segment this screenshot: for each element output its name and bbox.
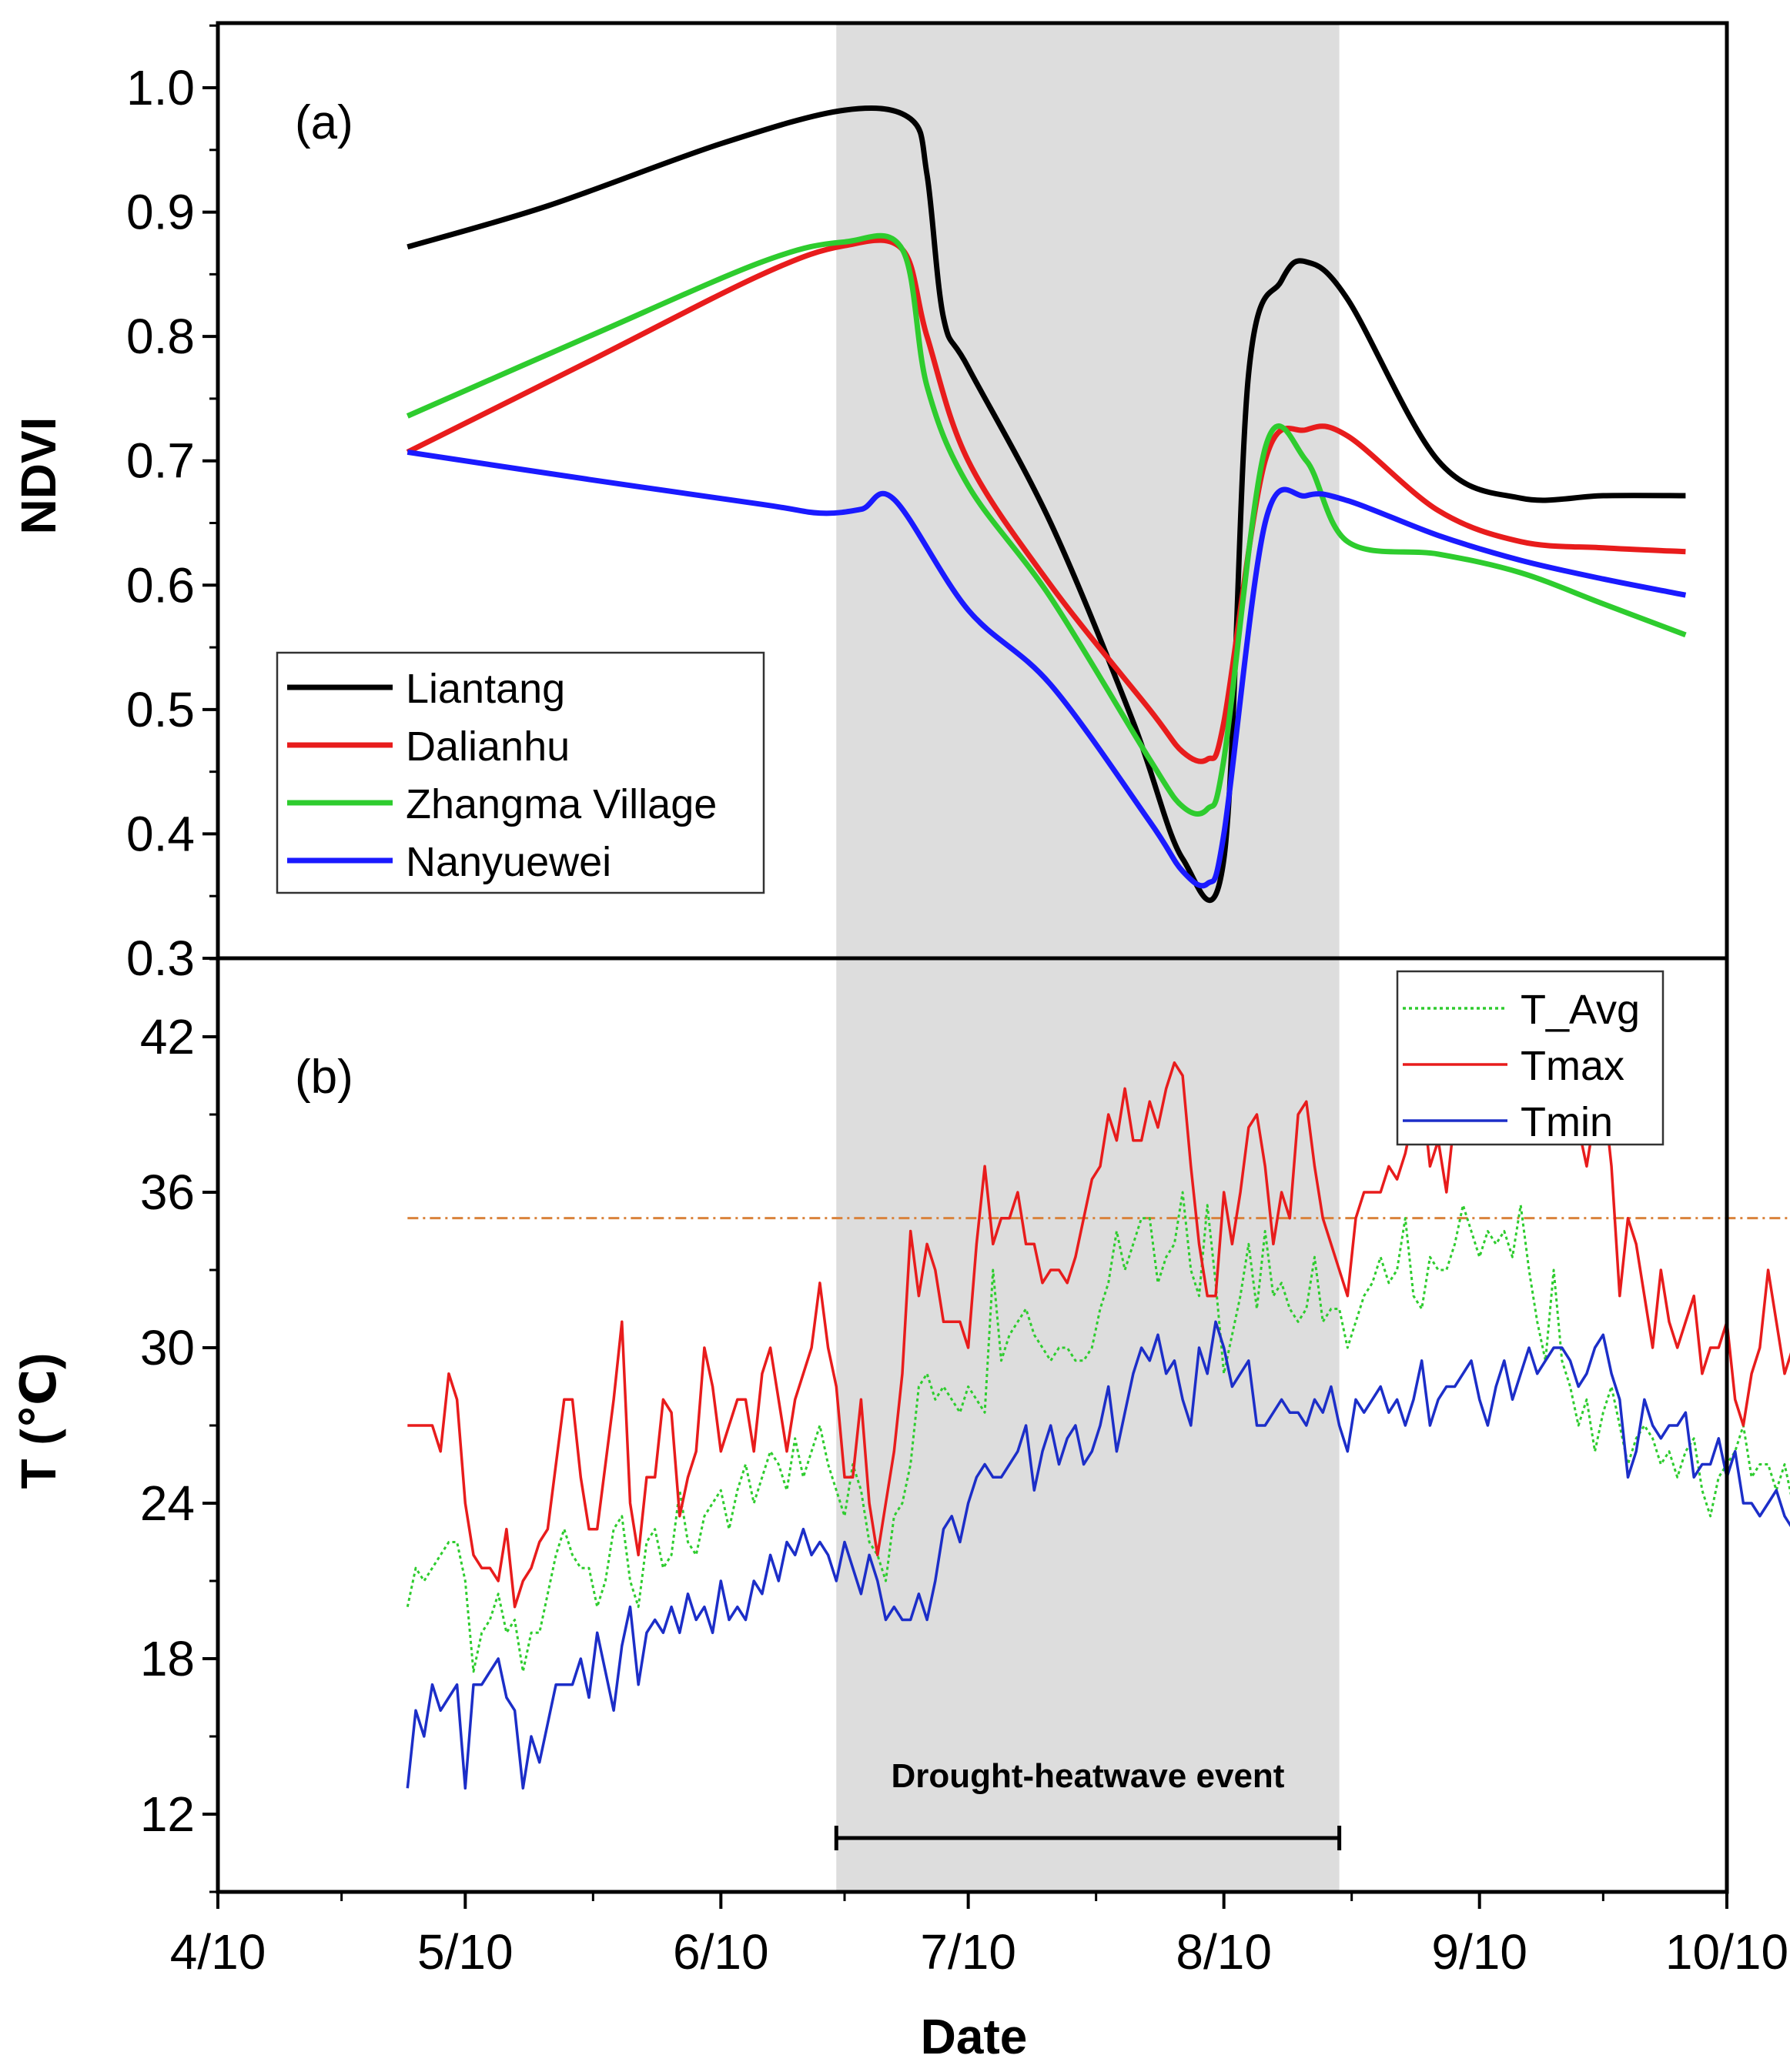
ndvi-tick-label: 0.4 bbox=[126, 806, 195, 861]
ndvi-tick-label: 0.7 bbox=[126, 433, 195, 489]
temperature-tick-label: 12 bbox=[140, 1786, 195, 1842]
temperature-tick-label: 18 bbox=[140, 1631, 195, 1686]
temperature-tick-label: 42 bbox=[140, 1009, 195, 1064]
temperature-legend-label: Tmax bbox=[1521, 1043, 1624, 1089]
drought-heatwave-span-marker bbox=[834, 1826, 1342, 1850]
temperature-legend-box bbox=[1396, 970, 1665, 1146]
date-tick-label: 7/10 bbox=[920, 1924, 1016, 1980]
ndvi-tick-label: 1.0 bbox=[126, 60, 195, 115]
temperature-axis-title: T (℃) bbox=[11, 1353, 66, 1489]
temperature-series-tmax bbox=[407, 1061, 1790, 1609]
panel-b-label: (b) bbox=[295, 1051, 353, 1104]
ndvi-tick-label: 0.5 bbox=[126, 682, 195, 737]
date-tick-label: 9/10 bbox=[1431, 1924, 1527, 1980]
ndvi-series-zhangma-village bbox=[406, 232, 1687, 817]
ndvi-series-dalianhu bbox=[406, 237, 1686, 764]
ndvi-legend-label: Zhangma Village bbox=[406, 781, 717, 827]
ndvi-legend-box bbox=[276, 651, 765, 894]
ndvi-legend: Liantang Dalianhu Zhangma Village Nanyuewei bbox=[276, 651, 765, 894]
date-axis-title: Date bbox=[921, 2009, 1028, 2064]
panel-a-label: (a) bbox=[295, 96, 353, 149]
ndvi-tick-label: 0.6 bbox=[126, 557, 195, 613]
ndvi-tick-label: 0.8 bbox=[126, 309, 195, 364]
temperature-legend-label: Tmin bbox=[1521, 1099, 1613, 1145]
temperature-tick-label: 24 bbox=[140, 1475, 195, 1531]
temperature-legend-label: T_Avg bbox=[1521, 987, 1640, 1033]
date-tick-label: 4/10 bbox=[170, 1924, 266, 1980]
temperature-legend: T_Avg Tmax Tmin bbox=[1396, 970, 1665, 1146]
date-tick-label: 8/10 bbox=[1176, 1924, 1272, 1980]
date-tick-label: 6/10 bbox=[673, 1924, 769, 1980]
temperature-tick-label: 36 bbox=[140, 1165, 195, 1220]
panel-b-plot-area bbox=[406, 1061, 1790, 1790]
drought-heatwave-annotation: Drought-heatwave event bbox=[891, 1757, 1284, 1795]
ndvi-legend-label: Nanyuewei bbox=[406, 839, 611, 885]
ndvi-tick-label: 0.3 bbox=[126, 931, 195, 986]
ndvi-tick-label: 0.9 bbox=[126, 185, 195, 240]
ndvi-series-nanyuewei bbox=[407, 449, 1687, 889]
date-tick-label: 5/10 bbox=[417, 1924, 514, 1980]
temperature-tick-label: 30 bbox=[140, 1320, 195, 1375]
ndvi-legend-label: Dalianhu bbox=[406, 724, 570, 770]
ndvi-axis-title: NDVI bbox=[11, 417, 66, 535]
date-tick-label: 10/10 bbox=[1665, 1924, 1788, 1980]
ndvi-series-liantang bbox=[407, 105, 1686, 904]
panel-a-plot-area bbox=[406, 105, 1687, 904]
ndvi-legend-label: Liantang bbox=[406, 666, 565, 712]
axes: 0.3 0.4 0.5 0.6 0.7 0.8 0.9 1.0 12 18 24 30 36 42 4/10… bbox=[126, 24, 1788, 1980]
temperature-series-tmin bbox=[406, 1320, 1790, 1790]
